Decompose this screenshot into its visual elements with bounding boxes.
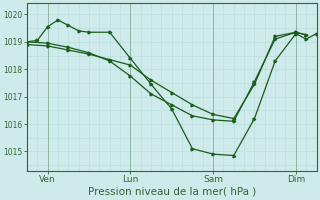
X-axis label: Pression niveau de la mer( hPa ): Pression niveau de la mer( hPa ) bbox=[88, 187, 256, 197]
